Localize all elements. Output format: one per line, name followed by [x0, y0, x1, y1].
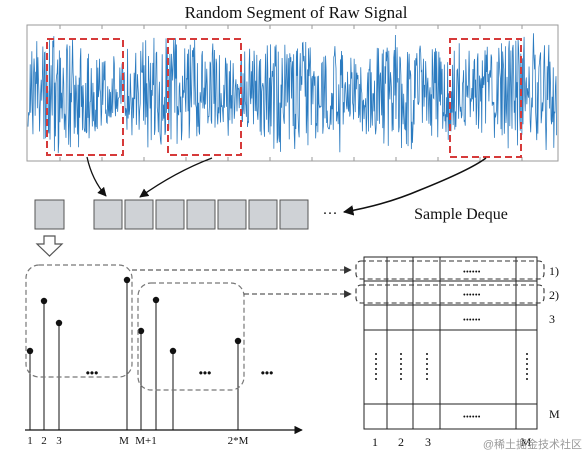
deque-box: [186, 199, 216, 230]
signal-frame-ticks: [59, 25, 523, 161]
matrix-vdot: [400, 363, 402, 365]
x-tick-2: 2: [41, 435, 47, 447]
segment1-to-deque-arrow: [86, 156, 107, 197]
matrix-vdot: [426, 363, 428, 365]
stem-ellipsis-3: •••: [261, 366, 274, 380]
deque-box: [93, 199, 123, 230]
matrix-vdot: [526, 363, 528, 365]
matrix-vdot: [526, 378, 528, 380]
segment-box-2: [167, 38, 242, 156]
window-box-2: [137, 282, 245, 391]
segment-box-1: [46, 38, 124, 156]
x-tick-3: 3: [56, 435, 62, 447]
sample-matrix: •••••• •••••• •••••• •••••• 1) 2) 3 M 1 …: [355, 256, 560, 449]
stem-point: [55, 319, 63, 327]
stem-point: [169, 347, 177, 355]
deque-label: Sample Deque: [414, 206, 508, 223]
matrix-frame: [363, 256, 538, 430]
matrix-grid-lines: [364, 257, 537, 429]
matrix-col-label-3: 3: [425, 435, 431, 449]
deque-box: [155, 199, 185, 230]
matrix-vdot: [375, 378, 377, 380]
matrix-row1-dots: ••••••: [463, 269, 481, 276]
deque-box: [248, 199, 278, 230]
matrix-vdot: [400, 378, 402, 380]
stem-point: [40, 297, 48, 305]
matrix-vdot: [526, 373, 528, 375]
matrix-vdot: [375, 368, 377, 370]
segment3-to-deque-arrow: [342, 157, 487, 216]
matrix-vdot: [400, 358, 402, 360]
matrix-vdot: [400, 368, 402, 370]
deque-box: [279, 199, 309, 230]
stem-ellipsis-1: •••: [86, 366, 99, 380]
matrix-vertical-dots: [375, 353, 528, 380]
matrix-row-label-3: 3: [549, 312, 555, 326]
matrix-row2-dots: ••••••: [463, 292, 481, 299]
segment2-to-deque-arrow: [139, 157, 213, 198]
stem-plot: ••• ••• ••• 1 2 3 M M+1 2*M: [25, 264, 303, 447]
deque-box: [124, 199, 154, 230]
matrix-vdot: [400, 353, 402, 355]
segment-box-3: [449, 38, 522, 158]
window-box-1: [25, 264, 133, 378]
hollow-down-arrow: [35, 235, 64, 257]
matrix-vdot: [375, 358, 377, 360]
x-tick-2M: 2*M: [228, 435, 249, 447]
stem-point: [123, 276, 131, 284]
matrix-row3-dots: ••••••: [463, 317, 481, 324]
stem-point: [152, 296, 160, 304]
diagram-title: Random Segment of Raw Signal: [185, 3, 408, 22]
stem-point: [26, 347, 34, 355]
matrix-col-label-2: 2: [398, 435, 404, 449]
deque-output-box: [34, 199, 65, 230]
matrix-vdot: [426, 378, 428, 380]
matrix-row2-highlight: [355, 284, 545, 304]
raw-signal-waveform: [27, 33, 557, 154]
x-tick-1: 1: [27, 435, 33, 447]
matrix-vdot: [426, 373, 428, 375]
matrix-vdot: [526, 368, 528, 370]
matrix-vdot: [400, 373, 402, 375]
matrix-col-label-1: 1: [372, 435, 378, 449]
matrix-vdot: [375, 373, 377, 375]
sample-deque: ··· Sample Deque: [34, 199, 508, 230]
matrix-rowM-dots: ••••••: [463, 414, 481, 421]
matrix-vdot: [526, 358, 528, 360]
matrix-vdot: [375, 363, 377, 365]
matrix-row-label-1: 1): [549, 264, 559, 278]
matrix-vdot: [526, 353, 528, 355]
stem-ellipsis-2: •••: [199, 366, 212, 380]
stem-point: [234, 337, 242, 345]
matrix-row1-highlight: [355, 260, 545, 280]
deque-box: [217, 199, 247, 230]
matrix-row-label-2: 2): [549, 288, 559, 302]
matrix-vdot: [375, 353, 377, 355]
matrix-vdot: [426, 358, 428, 360]
matrix-vdot: [426, 368, 428, 370]
x-tick-M: M: [119, 435, 129, 447]
raw-signal-panel: [26, 24, 559, 162]
deque-ellipsis: ···: [323, 206, 338, 222]
matrix-col-label-M: M: [521, 435, 532, 449]
watermark: @稀土掘金技术社区: [483, 437, 582, 451]
matrix-row-label-M: M: [549, 407, 560, 421]
stem-point: [137, 327, 145, 335]
x-tick-M-plus-1: M+1: [135, 435, 156, 447]
deque-box-row: [93, 199, 309, 230]
stem-lines: [26, 276, 242, 430]
matrix-vdot: [426, 353, 428, 355]
